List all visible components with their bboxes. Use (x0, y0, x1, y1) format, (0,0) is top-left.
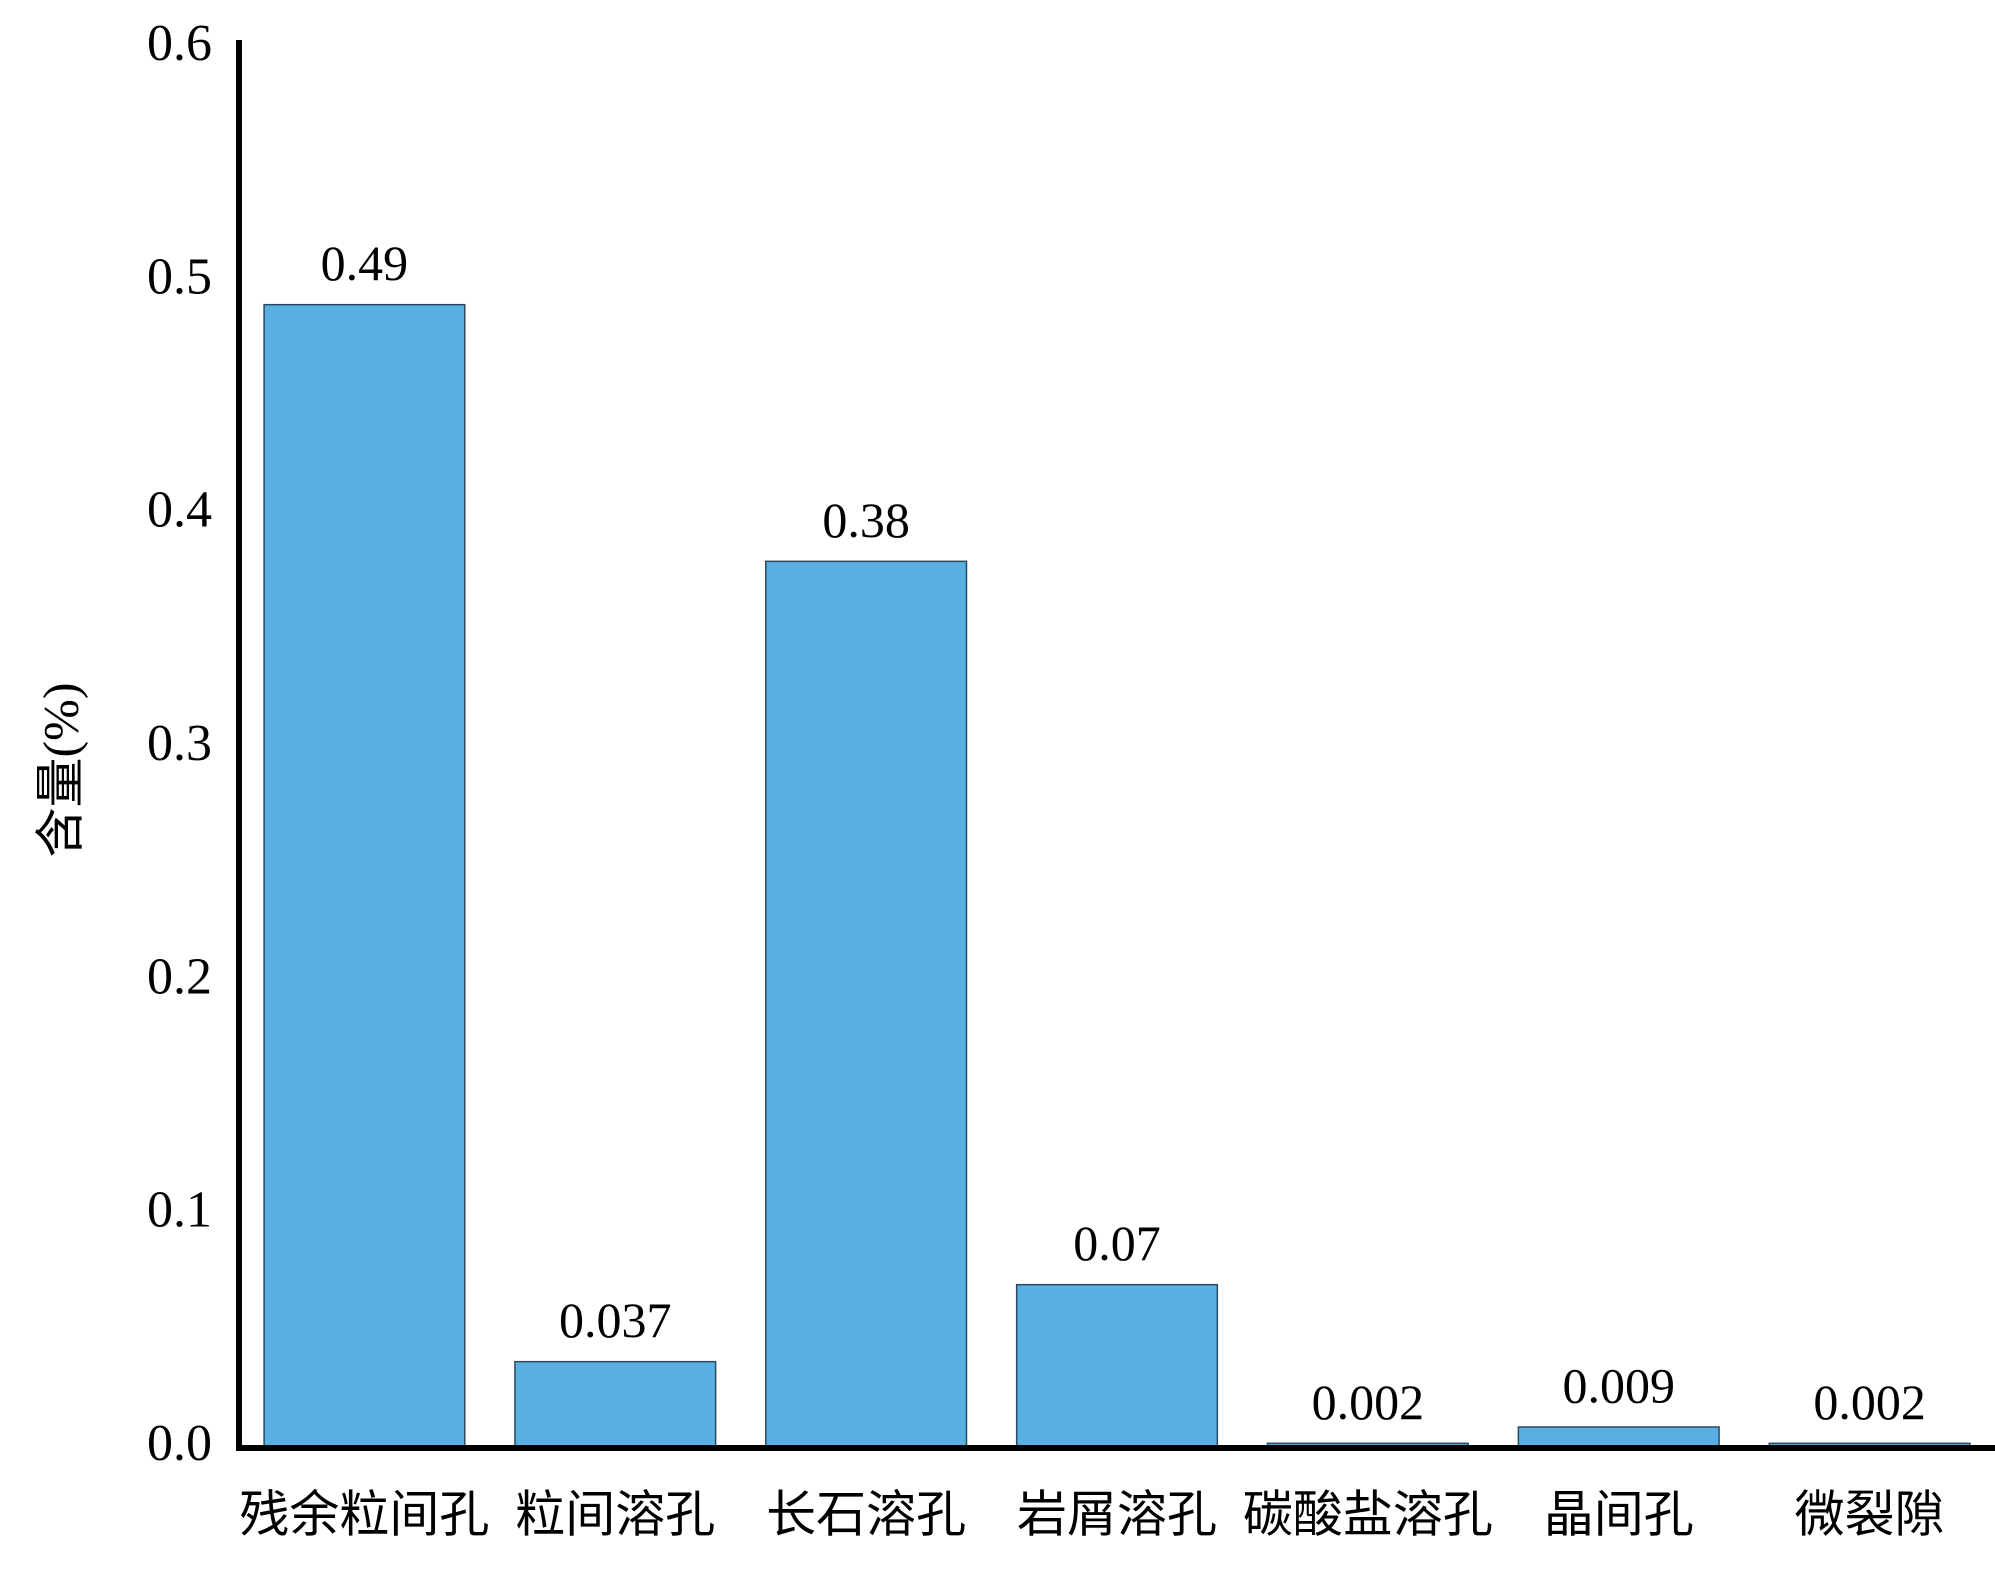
y-tick-label: 0.4 (147, 482, 212, 539)
bar (263, 303, 466, 1449)
y-tick-label: 0.1 (147, 1182, 212, 1239)
x-tick-label: 岩屑溶孔 (1017, 1486, 1217, 1542)
bar (514, 1360, 717, 1449)
value-label: 0.037 (559, 1292, 672, 1348)
value-label: 0.07 (1073, 1215, 1161, 1271)
x-tick-label: 碳酸盐溶孔 (1243, 1486, 1493, 1542)
x-tick-label: 长石溶孔 (766, 1486, 966, 1542)
y-tick-label: 0.5 (147, 248, 212, 305)
bar (1517, 1426, 1720, 1449)
value-label: 0.009 (1562, 1357, 1675, 1413)
bar (1015, 1283, 1219, 1449)
value-label: 0.38 (822, 492, 910, 548)
bar (765, 560, 968, 1449)
x-tick-label: 残余粒间孔 (239, 1486, 489, 1542)
y-tick-label: 0.0 (147, 1415, 212, 1472)
y-tick-label: 0.2 (147, 948, 212, 1005)
y-tick-label: 0.6 (147, 15, 212, 72)
x-tick-label: 粒间溶孔 (515, 1486, 715, 1542)
value-label: 0.002 (1813, 1374, 1926, 1430)
x-tick-label: 晶间孔 (1544, 1486, 1694, 1542)
value-label: 0.002 (1312, 1374, 1425, 1430)
y-tick-label: 0.3 (147, 715, 212, 772)
x-tick-label: 微裂隙 (1795, 1486, 1945, 1542)
y-axis-label: 含量(%) (32, 683, 88, 858)
value-label: 0.49 (321, 235, 409, 291)
